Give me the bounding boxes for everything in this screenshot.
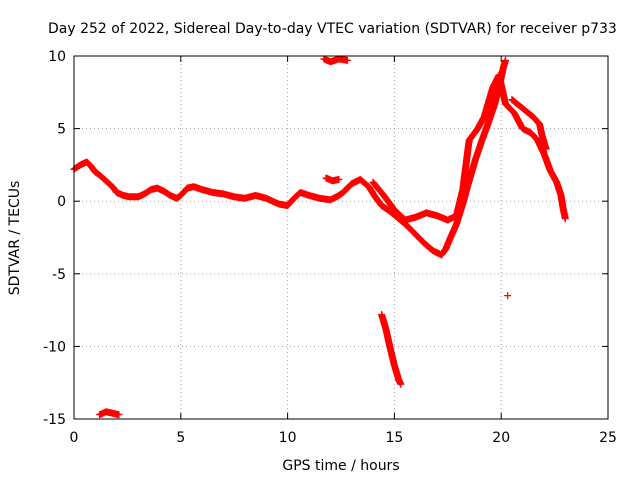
y-axis-label: SDTVAR / TECUs [7,181,23,296]
y-tick-label: 5 [57,122,66,138]
y-tick-label: -5 [52,267,66,283]
x-tick-label: 10 [279,430,297,446]
data-series [70,55,569,419]
series-track-return-branch [508,96,550,153]
y-tick-label: 10 [48,49,66,65]
series-track-main [70,56,509,259]
series-track-plateau [322,174,343,185]
data-points-plateau [322,174,343,185]
series-track-top-segment [320,55,351,66]
x-tick-label: 25 [599,430,617,446]
axis-ticks: 0 5 10 15 20 25 -15 -10 -5 0 5 10 [43,49,617,446]
data-points-outlier [504,292,512,300]
data-points-drop-segment [378,311,405,388]
x-tick-label: 5 [176,430,185,446]
chart-title: Day 252 of 2022, Sidereal Day-to-day VTE… [48,21,617,37]
y-tick-label: 0 [57,194,66,210]
series-track-upper-branch [369,71,569,224]
y-tick-label: -15 [43,412,66,428]
data-points-return-branch [508,96,550,153]
data-points-main [70,56,509,259]
data-points-top-segment [320,55,351,66]
series-track-drop-segment [378,311,405,388]
series-track-bottom-segment [96,408,123,419]
data-points-upper-branch [369,71,569,224]
plot-frame [73,55,609,420]
y-tick-label: -10 [43,339,66,355]
x-tick-label: 0 [70,430,79,446]
data-points-bottom-segment [96,408,123,419]
x-axis-label: GPS time / hours [282,458,399,474]
x-tick-label: 15 [385,430,403,446]
x-tick-label: 20 [492,430,510,446]
series-track-outlier [504,292,512,300]
grid-lines [74,56,608,419]
